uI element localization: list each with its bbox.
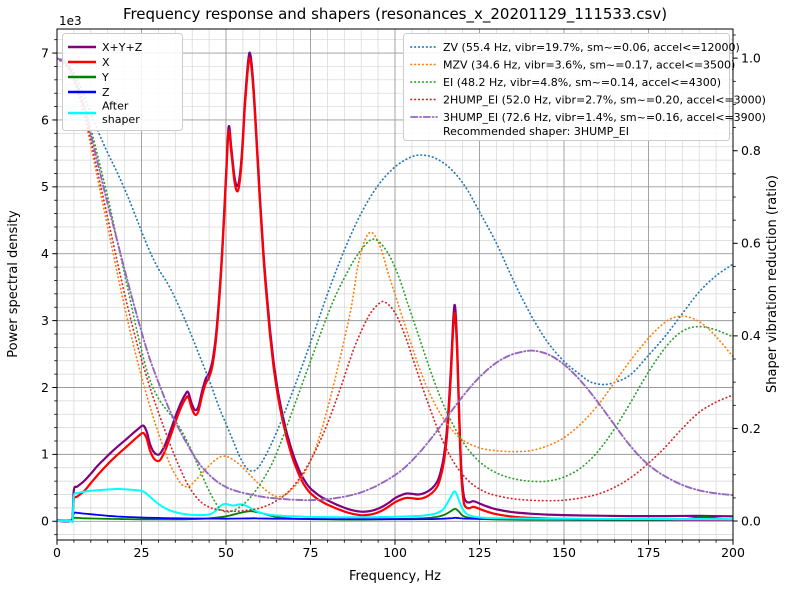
series-lines [57,51,733,524]
legend-shapers: Recommended shaper: 3HUMP_EI ZV (55.4 Hz… [403,33,766,141]
right-y-axis-label: Shaper vibration reduction (ratio) [765,175,780,393]
x-tick-label: 175 [637,545,661,560]
legend-shapers-box [403,33,730,141]
y-right-tick-label: 1.0 [741,50,761,65]
legend-label-zv: ZV (55.4 Hz, vibr=19.7%, sm~=0.06, accel… [443,41,740,54]
legend-label-ei: EI (48.2 Hz, vibr=4.8%, sm~=0.14, accel<… [443,76,721,89]
y-left-tick-label: 6 [41,112,49,127]
series-mzv [57,57,733,498]
x-tick-label: 100 [383,545,407,560]
axis-ticks [52,34,738,545]
y-left-tick-label: 3 [41,313,49,328]
tick-labels: 0 25 50 75 100 125 150 175 200 0 1 2 3 4 5 6 7 0.0 0.2 0.4 0… [41,45,761,560]
legend-label-after-shaper: shaper [102,113,140,126]
legend-label-z: Z [102,86,110,99]
series-z [57,511,733,523]
series-3hump-ei [57,57,733,502]
x-axis-label: Frequency, Hz [349,569,441,584]
x-tick-label: 150 [552,545,576,560]
series-x [57,56,733,523]
left-y-axis-label: Power spectral density [6,210,21,358]
y-left-tick-label: 7 [41,45,49,60]
y-left-tick-label: 5 [41,179,49,194]
y-left-tick-label: 0 [41,514,49,529]
legend-psd-box [62,33,183,131]
legend-label-3hump-ei: 3HUMP_EI (72.6 Hz, vibr=1.4%, sm~=0.16, … [443,111,766,124]
series-after-shaper [57,488,733,524]
x-tick-label: 25 [134,545,150,560]
y-left-tick-label: 1 [41,447,49,462]
recommended-shaper-note: Recommended shaper: 3HUMP_EI [443,125,629,138]
x-tick-label: 200 [721,545,745,560]
y-right-tick-label: 0.2 [741,421,761,436]
legend-label-2hump-ei: 2HUMP_EI (52.0 Hz, vibr=2.7%, sm~=0.20, … [443,93,766,106]
y-left-tick-label: 2 [41,380,49,395]
x-tick-label: 50 [218,545,234,560]
left-axis-offset-label: 1e3 [59,14,82,28]
series-zv [57,57,733,472]
x-tick-label: 75 [303,545,319,560]
legend-label-x: X [102,56,110,69]
legend-label-x-y-z: X+Y+Z [102,41,143,54]
y-right-tick-label: 0.8 [741,143,761,158]
legend-label-mzv: MZV (34.6 Hz, vibr=3.6%, sm~=0.17, accel… [443,58,735,71]
series-2hump-ei [57,57,733,513]
series-ei [57,57,733,513]
legend-label-y: Y [101,71,109,84]
legend-label-after-shaper: After [102,100,129,113]
y-left-tick-label: 4 [41,246,49,261]
y-right-tick-label: 0.0 [741,513,761,528]
chart-title: Frequency response and shapers (resonanc… [123,5,667,24]
y-right-tick-label: 0.6 [741,236,761,251]
y-right-tick-label: 0.4 [741,328,761,343]
x-tick-label: 125 [468,545,492,560]
x-tick-label: 0 [53,545,61,560]
